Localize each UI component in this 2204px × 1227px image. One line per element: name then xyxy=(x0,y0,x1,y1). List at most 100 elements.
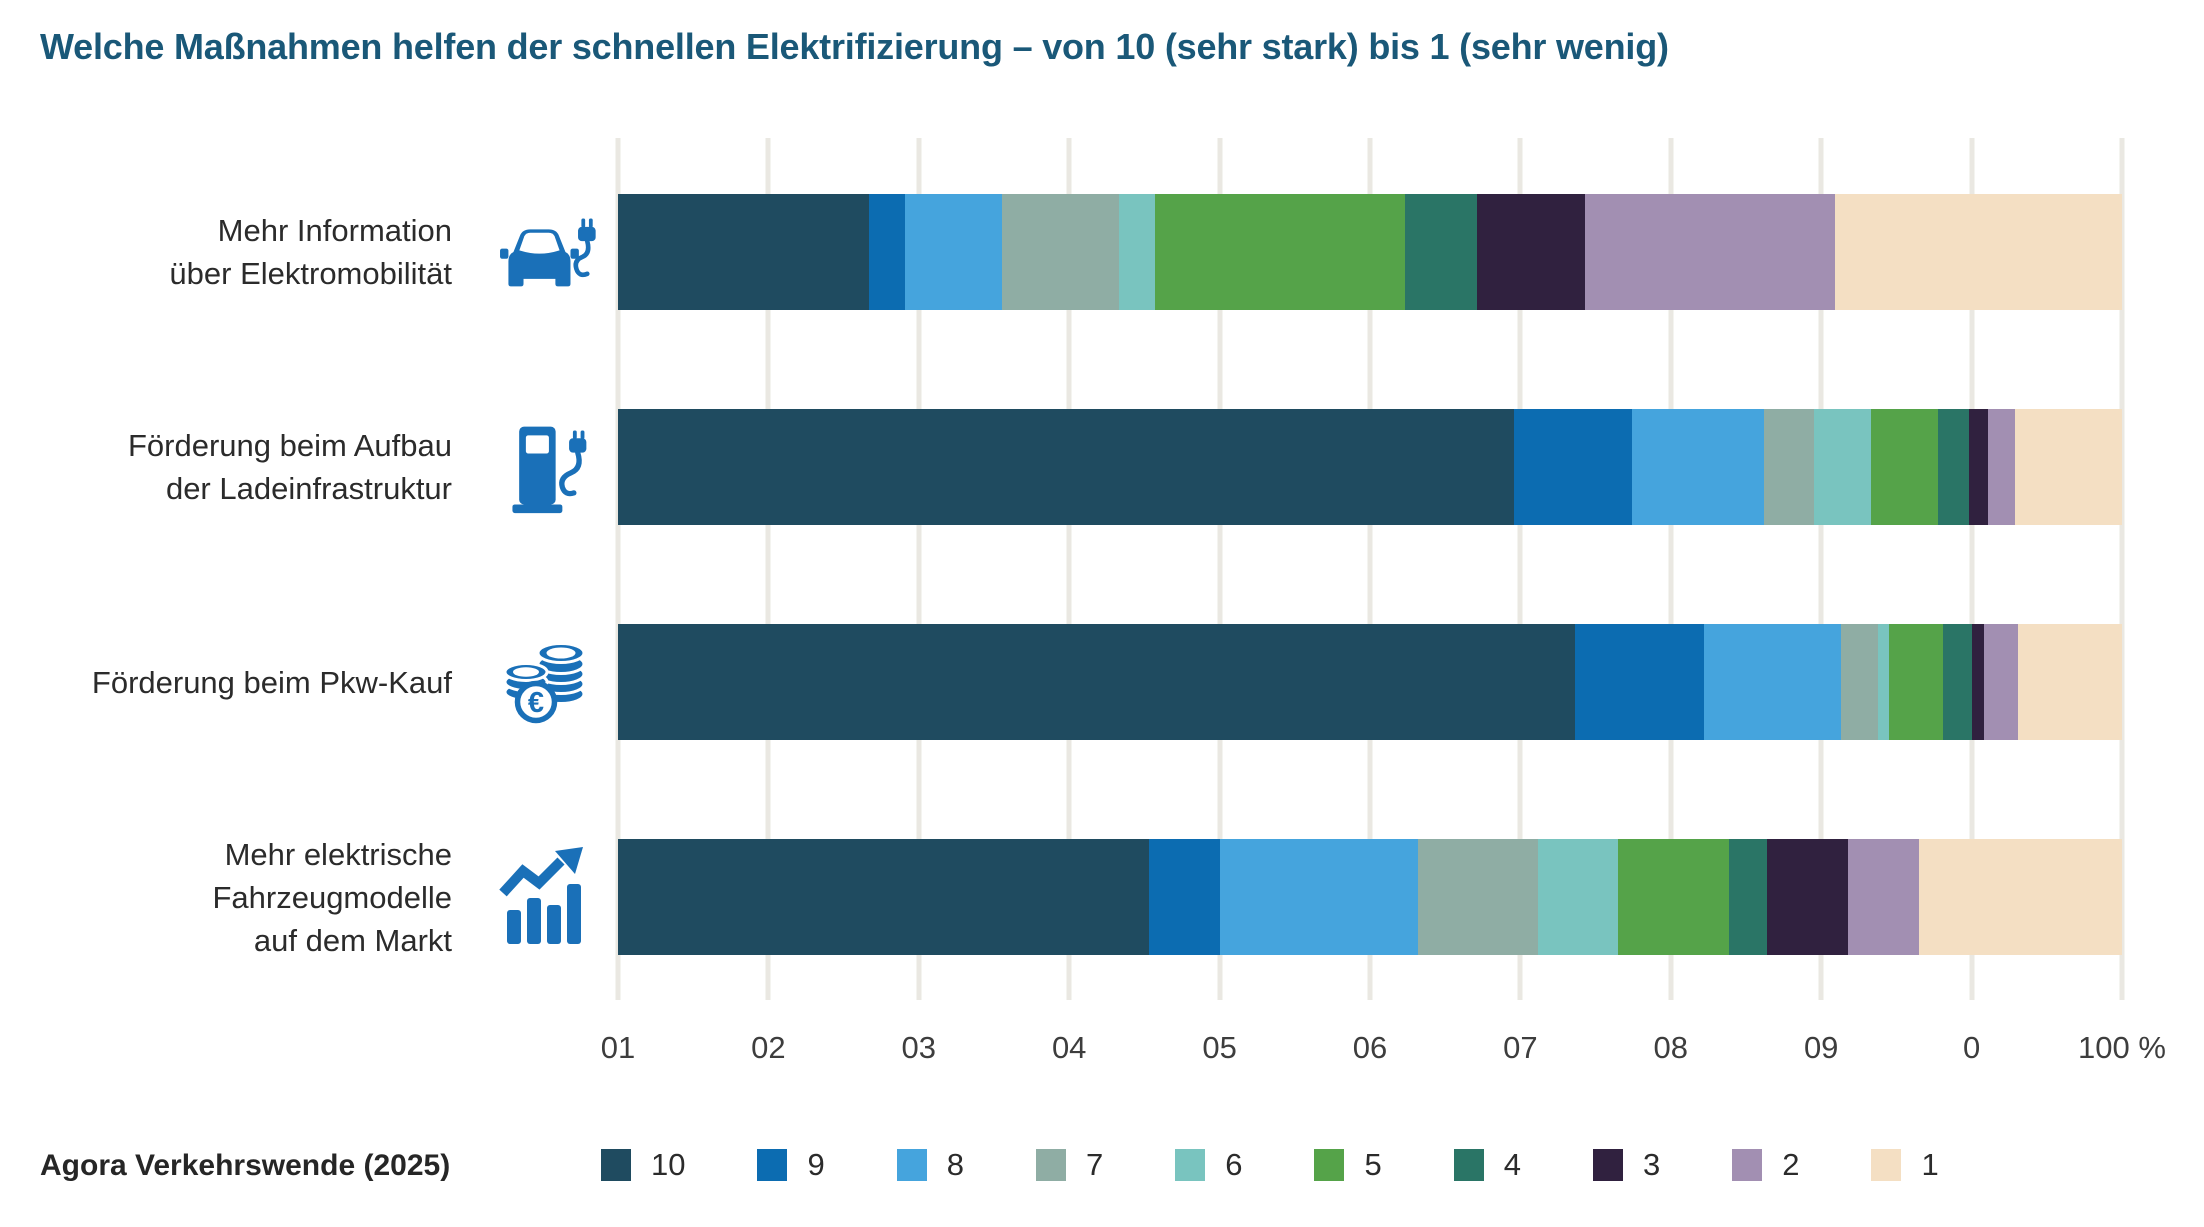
legend-label: 4 xyxy=(1503,1147,1521,1182)
bar-segment xyxy=(1514,409,1632,525)
legend-swatch xyxy=(1871,1149,1902,1181)
legend-label: 6 xyxy=(1225,1147,1243,1182)
bar-segment xyxy=(1154,194,1405,310)
source-label: Agora Verkehrswende (2025) xyxy=(40,1149,451,1182)
legend-swatch xyxy=(1314,1149,1345,1181)
x-axis: 01 02 03 04 05 06 07 08 09 0 100 % xyxy=(601,1030,2166,1070)
gridline xyxy=(765,138,771,1000)
legend: 10 9 8 7 6 5 4 3 2 1 xyxy=(601,1147,1939,1183)
bar-segment xyxy=(1840,624,1879,740)
x-tick-label: 09 xyxy=(1803,1030,1839,1065)
x-tick-label: 07 xyxy=(1503,1030,1538,1065)
gridline xyxy=(1367,138,1373,1000)
x-tick-label: 03 xyxy=(901,1030,937,1065)
bar-segment xyxy=(618,194,870,310)
svg-text:€: € xyxy=(528,687,544,719)
legend-label: 7 xyxy=(1085,1147,1104,1182)
bar-row xyxy=(618,839,2122,955)
gridline xyxy=(1969,138,1975,1000)
gridline xyxy=(916,138,922,1000)
bar-segment xyxy=(2018,624,2122,740)
category-label-fahrzeugmodelle: Mehr elektrische Fahrzeugmodelle auf dem… xyxy=(212,836,452,958)
bar-row xyxy=(618,409,2122,525)
bar-segment xyxy=(1983,624,2019,740)
bar-segment xyxy=(1418,839,1539,955)
legend-item: 9 xyxy=(757,1147,825,1183)
legend-swatch xyxy=(601,1149,631,1181)
x-tick-label: 100 % xyxy=(2078,1030,2166,1065)
legend-item: 2 xyxy=(1732,1147,1799,1183)
bar-segment xyxy=(618,409,1515,525)
bar-segment xyxy=(618,624,1575,740)
gridline xyxy=(615,138,621,1000)
chart-title: Welche Maßnahmen helfen der schnellen El… xyxy=(40,26,1669,67)
bar-segment xyxy=(1404,194,1477,310)
bar-row xyxy=(618,624,2122,740)
x-tick-label: 08 xyxy=(1653,1030,1689,1065)
legend-swatch xyxy=(1453,1149,1484,1181)
category-label-information: Mehr Information über Elektromobilität xyxy=(169,213,452,291)
bar-segment xyxy=(1938,409,1969,525)
charging-station-icon xyxy=(494,409,600,525)
legend-item: 4 xyxy=(1453,1147,1521,1183)
bar-segment xyxy=(1585,194,1835,310)
legend-swatch xyxy=(757,1149,788,1181)
car-charging-icon xyxy=(494,194,600,310)
x-tick-label: 01 xyxy=(600,1030,636,1065)
bar-segment xyxy=(1764,409,1814,525)
legend-swatch xyxy=(1175,1149,1206,1181)
bar-segment xyxy=(1767,839,1849,955)
bar-segment xyxy=(1219,839,1419,955)
gridline xyxy=(1517,138,1523,1000)
legend-label: 9 xyxy=(807,1147,825,1182)
bar-segment xyxy=(1618,839,1730,955)
legend-label: 5 xyxy=(1364,1147,1382,1182)
x-tick-label: 02 xyxy=(751,1030,786,1065)
bar-segment xyxy=(1148,839,1220,955)
bar-segment xyxy=(1118,194,1155,310)
bar-segment xyxy=(1813,409,1871,525)
category-label-pkw-kauf: Förderung beim Pkw-Kauf xyxy=(91,664,452,700)
bar-segment xyxy=(1918,839,2122,955)
legend-label: 1 xyxy=(1921,1147,1939,1182)
legend-item: 3 xyxy=(1592,1147,1661,1183)
x-tick-label: 04 xyxy=(1051,1030,1087,1065)
gridline xyxy=(1668,138,1674,1000)
legend-label: 3 xyxy=(1642,1147,1661,1182)
trend-chart-icon xyxy=(494,839,600,955)
bar-segment xyxy=(1878,624,1889,740)
bar-segment xyxy=(1834,194,2122,310)
bar-segment xyxy=(1574,624,1704,740)
legend-item: 10 xyxy=(601,1147,685,1183)
x-tick-label: 0 xyxy=(1962,1030,1981,1065)
x-tick-label: 06 xyxy=(1352,1030,1388,1065)
legend-swatch xyxy=(1592,1149,1623,1181)
gridline xyxy=(1818,138,1824,1000)
bar-segment xyxy=(1001,194,1119,310)
plot-area xyxy=(615,138,2125,1000)
legend-label: 10 xyxy=(651,1147,686,1182)
bar-segment xyxy=(1476,194,1586,310)
legend-label: 8 xyxy=(946,1147,964,1182)
bar-segment xyxy=(1988,409,2016,525)
bar-segment xyxy=(905,194,1002,310)
bar-segment xyxy=(1729,839,1767,955)
bar-segment xyxy=(1971,624,1984,740)
bar-segment xyxy=(1942,624,1972,740)
legend-item: 6 xyxy=(1175,1147,1242,1183)
legend-label: 2 xyxy=(1782,1147,1800,1182)
euro-coins-icon: € xyxy=(494,624,600,740)
bar-segment xyxy=(1848,839,1919,955)
bar-segment xyxy=(2015,409,2122,525)
gridline xyxy=(1217,138,1223,1000)
bar-segment xyxy=(869,194,906,310)
x-tick-label: 05 xyxy=(1202,1030,1237,1065)
bar-segment xyxy=(1870,409,1939,525)
bar-segment xyxy=(1631,409,1765,525)
legend-swatch xyxy=(1035,1149,1066,1181)
legend-item: 8 xyxy=(896,1147,964,1183)
gridline xyxy=(1066,138,1072,1000)
legend-swatch xyxy=(1732,1149,1763,1181)
bar-segment xyxy=(1538,839,1619,955)
